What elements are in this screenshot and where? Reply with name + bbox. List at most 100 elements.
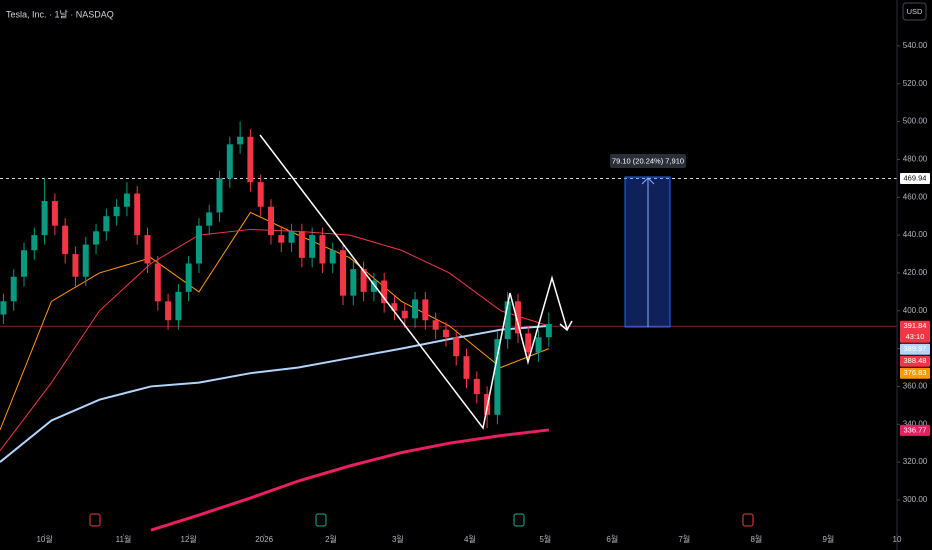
- candle-body: [257, 182, 264, 207]
- price-axis: 300.00320.00340.00360.00380.00400.00420.…: [36, 41, 930, 544]
- x-tick-label: 6월: [606, 534, 618, 544]
- y-tick-label: 320.00: [903, 457, 928, 466]
- candle-body: [535, 337, 542, 353]
- x-tick-label: 3월: [392, 534, 404, 544]
- candle-body: [247, 136, 254, 183]
- price-label: 388.48: [904, 356, 927, 365]
- earnings-icon[interactable]: [742, 513, 754, 527]
- candle-body: [298, 231, 305, 258]
- price-label-bg: [900, 424, 930, 436]
- candle-body: [453, 337, 460, 357]
- candle-body: [340, 250, 347, 296]
- x-tick-label: 2026: [255, 535, 273, 544]
- price-label: 376.83: [904, 368, 927, 377]
- candle-body: [206, 212, 213, 226]
- moving-average: [0, 211, 550, 431]
- price-label: 389.97: [904, 344, 927, 353]
- earnings-icon[interactable]: [315, 513, 327, 527]
- candle-body: [309, 235, 316, 258]
- price-label-bg: [900, 343, 930, 355]
- candle-body: [504, 301, 511, 340]
- countdown: 43:10: [906, 332, 925, 341]
- candle-body: [381, 280, 388, 304]
- y-tick-label: 360.00: [903, 382, 928, 391]
- candle-body: [62, 225, 69, 255]
- candle-body: [195, 225, 202, 264]
- y-tick-label: 420.00: [903, 268, 928, 277]
- candle-body: [31, 235, 38, 251]
- candle-body: [237, 136, 244, 145]
- x-tick-label: 5월: [539, 534, 551, 544]
- y-tick-label: 440.00: [903, 230, 928, 239]
- candle-body: [401, 310, 408, 319]
- candle-body: [494, 339, 501, 415]
- candle-body: [278, 235, 285, 243]
- price-label-bg: [900, 355, 930, 367]
- currency-button[interactable]: [902, 2, 927, 21]
- candle-body: [525, 333, 532, 353]
- candle-body: [370, 280, 377, 292]
- candle-body: [350, 269, 357, 296]
- x-tick-label: 9월: [822, 534, 834, 544]
- y-tick-label: 400.00: [903, 306, 928, 315]
- plot-area: [0, 121, 897, 532]
- position-label-bg: [610, 154, 686, 168]
- candle-body: [463, 356, 470, 379]
- candle-body: [175, 291, 182, 321]
- y-tick-label: 340.00: [903, 419, 928, 428]
- price-label: 391.84: [904, 321, 927, 330]
- candle-body: [226, 144, 233, 179]
- candle-body: [514, 301, 521, 334]
- earnings-icon[interactable]: [513, 513, 525, 527]
- candle-body: [412, 299, 419, 319]
- x-tick-label: 10월: [36, 534, 52, 544]
- moving-average: [150, 428, 550, 532]
- candle-body: [134, 193, 141, 236]
- x-tick-label: 12월: [181, 534, 197, 544]
- candle-body: [72, 254, 79, 277]
- price-label-bg: [900, 367, 930, 379]
- candle-body: [329, 250, 336, 264]
- y-tick-label: 460.00: [903, 192, 928, 201]
- candle-body: [185, 263, 192, 292]
- x-tick-label: 4월: [464, 534, 476, 544]
- candle-body: [442, 329, 449, 338]
- x-tick-label: 2월: [325, 534, 337, 544]
- earnings-icon[interactable]: [89, 513, 101, 527]
- candle-body: [41, 201, 48, 236]
- currency: USD: [907, 7, 923, 16]
- position-arrowhead: [641, 177, 655, 185]
- candle-body: [0, 301, 7, 315]
- candle-body: [165, 301, 172, 321]
- earnings-icons: [89, 513, 754, 527]
- pattern-drawing[interactable]: [259, 134, 568, 430]
- candle-body: [123, 193, 130, 207]
- x-tick-label: 10: [893, 535, 902, 544]
- candle-body: [82, 244, 89, 277]
- pattern-arrowhead: [559, 320, 573, 332]
- y-tick-label: 480.00: [903, 155, 928, 164]
- candle-body: [288, 231, 295, 243]
- candle-body: [103, 216, 110, 232]
- price-label: 336.77: [904, 425, 927, 434]
- x-tick-label: 11월: [116, 534, 132, 544]
- y-tick-label: 300.00: [903, 495, 928, 504]
- price-label: 469.94: [904, 173, 927, 182]
- x-tick-label: 7월: [678, 534, 690, 544]
- chart-title: Tesla, Inc. · 1날 · NASDAQ: [6, 9, 114, 19]
- candle-body: [319, 235, 326, 264]
- candle-body: [432, 320, 439, 330]
- candle-body: [10, 276, 17, 302]
- y-tick-label: 500.00: [903, 117, 928, 126]
- candle-body: [154, 263, 161, 302]
- candle-body: [473, 378, 480, 395]
- candle-body: [391, 303, 398, 311]
- candle-body: [51, 201, 58, 226]
- candle-body: [144, 235, 151, 264]
- candle-body: [545, 324, 552, 338]
- position-label: 79.10 (20.24%) 7,910: [612, 156, 684, 165]
- candle-body: [360, 269, 367, 292]
- x-tick-label: 8월: [750, 534, 762, 544]
